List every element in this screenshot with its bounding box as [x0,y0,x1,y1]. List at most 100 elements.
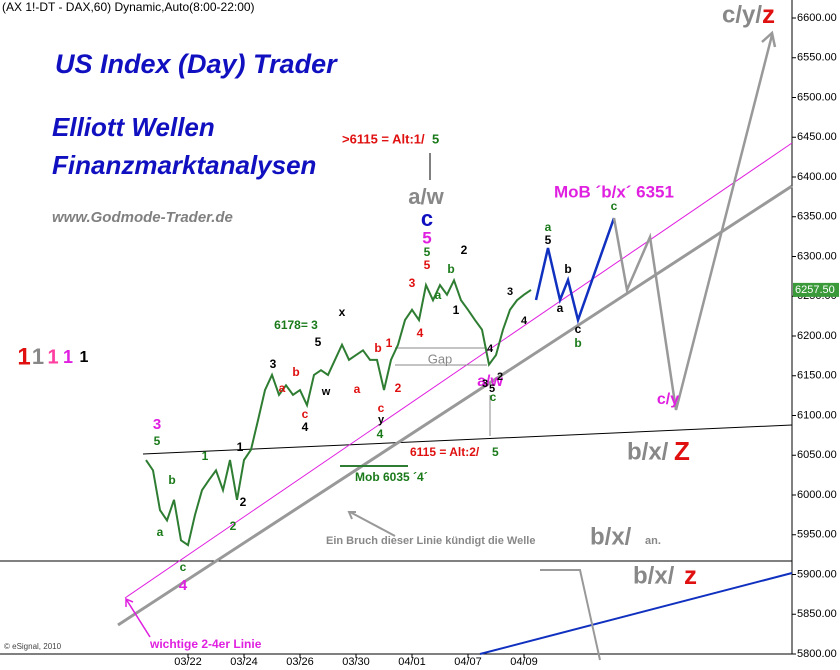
y-tick-label: 5950.00 [797,529,837,541]
annotation: c [611,199,618,213]
annotation: 6115 = Alt:2/ [410,445,480,459]
annotation: b/x/ [633,562,675,589]
chart-title: US Index (Day) Trader [55,49,338,79]
annotation: 1 [17,343,30,370]
annotation: 3 [507,286,513,298]
arrow [540,569,601,661]
annotation: 1 [32,344,44,369]
arrow [125,598,151,638]
annotation: 1 [386,336,393,350]
x-tick-label: 04/09 [510,656,538,668]
annotation: 1 [202,449,209,463]
annotation: c [302,407,309,421]
annotation: 2 [240,495,247,509]
annotation: b [292,365,299,379]
annotation: 5 [545,233,552,247]
y-tick-label: 6300.00 [797,250,837,262]
source: www.Godmode-Trader.de [52,209,233,226]
annotation: c [575,322,582,336]
annotation: 2 [461,243,468,257]
annotation: b [574,336,581,350]
y-tick-label: 5850.00 [797,608,837,620]
chart-subtitle: Elliott Wellen [52,112,215,142]
annotation: z [762,0,775,29]
annotation: 3 [270,357,277,371]
annotation: b [168,473,175,487]
annotation: >6115 = Alt:1/ [342,131,425,146]
annotation: Z [674,436,690,466]
credit: © eSignal, 2010 [4,642,62,651]
annotation: 4 [179,577,188,594]
annotation: a [354,382,361,396]
annotation: 4 [377,427,384,441]
x-tick-label: 04/07 [454,656,482,668]
projection-gray [612,34,774,411]
annotation: y [378,414,385,426]
annotation: 1 [80,349,89,366]
last-price-box [793,282,839,297]
x-tick-label: 04/01 [398,656,426,668]
annotation: 5 [432,131,439,146]
annotation: 5 [489,383,495,395]
annotation: b/x/ [627,438,669,465]
annotation: a [157,525,164,539]
annotation: z [684,560,697,590]
annotation: a [557,301,564,315]
annotation: 3 [482,378,488,390]
annotation: 3 [153,416,161,433]
annotation: 2 [395,381,402,395]
annotation: 4 [521,315,528,327]
annotation: b [374,341,381,355]
annotation: 2 [497,371,503,383]
annotation: a [435,288,442,302]
annotation: MoB ´b/x´ 6351 [554,182,674,201]
arrow-head [125,597,134,607]
annotation: 1 [63,347,73,367]
chart-subtitle: Finanzmarktanalysen [52,150,316,180]
arrow-head [761,30,777,48]
arrow [349,511,396,537]
annotation: 5 [492,445,499,459]
annotation: 1 [453,303,460,317]
last-price-label: 6257.50 [795,284,835,296]
annotation: 5 [424,245,431,259]
annotation: c/y/ [722,1,762,28]
price-line [145,277,532,547]
annotation: 1 [237,440,244,454]
annotation: 5 [315,335,322,349]
annotation: b [447,262,454,276]
y-tick-label: 6000.00 [797,489,837,501]
annotation: c/y [657,391,679,408]
trend-line-gray [117,184,793,627]
annotation: c [378,401,385,415]
annotation: b/x/ [590,523,632,550]
y-tick-label: 6100.00 [797,409,837,421]
annotation: c [180,560,187,574]
y-tick-label: 6050.00 [797,449,837,461]
annotation: 4 [302,420,309,434]
trend-line-magenta [124,142,793,599]
annotation: Gap [428,351,453,366]
annotation: 5 [422,228,431,247]
y-tick-label: 6550.00 [797,52,837,64]
x-tick-label: 03/22 [174,656,202,668]
x-tick-label: 03/30 [342,656,370,668]
y-tick-label: 6350.00 [797,211,837,223]
y-tick-label: 5800.00 [797,648,837,660]
annotation: an. [645,535,661,547]
annotation: 2 [230,519,237,533]
y-tick-label: 6500.00 [797,91,837,103]
annotation: 4 [487,343,494,355]
annotation: a [279,381,286,395]
projection-blue [534,217,616,325]
annotation: Ein Bruch dieser Linie kündigt die Welle [326,535,535,547]
x-tick-label: 03/24 [230,656,258,668]
annotation: a [545,220,552,234]
annotation: c [490,390,497,404]
y-tick-label: 6400.00 [797,171,837,183]
annotation: a/w [477,373,503,390]
annotation: a/w [408,184,444,209]
annotation: 5 [154,434,161,448]
